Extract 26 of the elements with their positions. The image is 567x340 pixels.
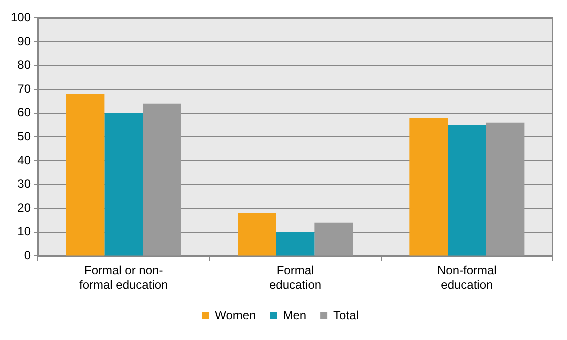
y-tick-label: 80 — [18, 58, 32, 72]
y-tick-label: 70 — [18, 82, 32, 96]
legend-label: Women — [215, 308, 256, 322]
y-tick-label: 40 — [18, 153, 32, 168]
x-tick-label: Formal or non-formal education — [79, 264, 168, 292]
bar — [410, 118, 448, 256]
legend-label: Total — [334, 308, 359, 322]
y-tick-label: 20 — [18, 200, 32, 215]
bar — [276, 232, 315, 256]
x-tick-label: Formal education — [269, 264, 322, 292]
y-tick-label: 90 — [18, 34, 32, 48]
y-tick-label: 10 — [18, 224, 32, 239]
legend-label: Men — [283, 308, 307, 322]
y-tick-label: 50 — [18, 130, 32, 144]
y-tick-label: 60 — [18, 106, 32, 120]
bar — [448, 125, 486, 256]
bar — [104, 113, 144, 256]
bar — [486, 122, 525, 256]
y-tick-label: 100 — [10, 10, 32, 25]
x-tick-label: Non-formal education — [437, 264, 497, 292]
y-tick-label: 30 — [18, 177, 32, 192]
bar — [238, 213, 276, 256]
y-tick-label: 0 — [24, 248, 32, 263]
bar — [66, 94, 105, 256]
bar — [143, 104, 182, 256]
bar — [314, 222, 354, 256]
